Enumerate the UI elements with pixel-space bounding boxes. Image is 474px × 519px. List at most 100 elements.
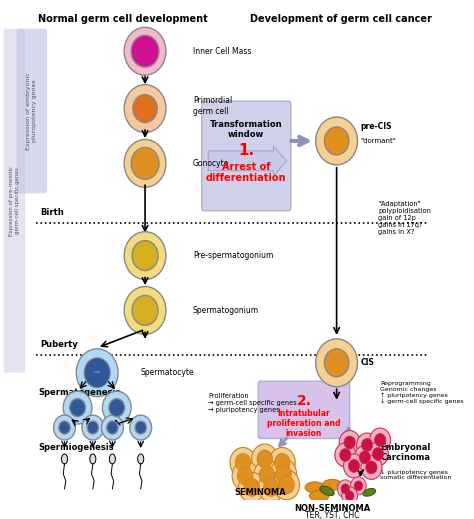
Text: ~: ~ [93,368,101,378]
Circle shape [259,466,275,484]
Ellipse shape [109,454,116,464]
Circle shape [130,415,152,440]
Text: SEMINOMA: SEMINOMA [235,488,286,497]
Text: Spermiogenesis: Spermiogenesis [38,443,114,452]
Circle shape [254,460,280,490]
Circle shape [351,477,366,495]
Circle shape [269,447,295,477]
Circle shape [271,459,297,489]
Circle shape [84,358,110,388]
Text: Birth: Birth [41,208,64,217]
Circle shape [131,35,159,67]
Circle shape [367,442,388,466]
Circle shape [252,444,278,474]
Text: Development of germ cell cancer: Development of germ cell cancer [250,14,432,24]
Circle shape [337,480,353,498]
Ellipse shape [305,482,325,493]
Circle shape [82,415,104,440]
Circle shape [356,433,377,457]
Text: ↓ pluripotency genes
somatic differentiation: ↓ pluripotency genes somatic differentia… [380,469,452,481]
Text: Gonocyte: Gonocyte [193,159,229,168]
Circle shape [372,447,383,460]
Circle shape [109,399,125,417]
Text: Expression of embryonic
pluropotency genes: Expression of embryonic pluropotency gen… [27,72,37,150]
Circle shape [124,140,166,187]
Text: Pre-spermatogonium: Pre-spermatogonium [193,251,273,260]
Circle shape [366,461,377,474]
Circle shape [324,349,349,377]
Circle shape [76,349,118,397]
Circle shape [316,339,357,387]
FancyBboxPatch shape [258,381,350,439]
FancyBboxPatch shape [4,29,25,373]
Text: NON-SEMINOMA: NON-SEMINOMA [294,504,370,513]
Circle shape [374,433,386,446]
Ellipse shape [62,454,68,464]
Text: Normal germ cell development: Normal germ cell development [38,14,208,24]
Circle shape [346,491,354,501]
Circle shape [237,467,253,485]
Circle shape [87,421,99,434]
Circle shape [232,461,258,491]
Circle shape [132,241,158,270]
Circle shape [339,431,360,455]
Circle shape [124,286,166,334]
Circle shape [264,479,279,496]
FancyBboxPatch shape [201,101,291,211]
Circle shape [63,391,92,424]
Text: Primordial
germ cell: Primordial germ cell [193,97,232,116]
Circle shape [124,231,166,280]
Circle shape [101,415,123,440]
Text: 1.: 1. [238,143,254,158]
Text: "dormant": "dormant" [361,139,396,144]
Text: Arrest of
differentiation: Arrest of differentiation [206,161,286,183]
Ellipse shape [310,490,329,501]
Text: Proliferation
→ germ-cell specific genes
→ pluripotency genes: Proliferation → germ-cell specific genes… [208,393,297,413]
Circle shape [273,470,300,500]
Circle shape [276,465,292,483]
Circle shape [340,448,351,461]
Text: Spermatogenesis: Spermatogenesis [38,388,121,397]
Circle shape [132,295,158,325]
Circle shape [131,147,159,180]
Circle shape [235,454,251,471]
Ellipse shape [322,480,342,490]
FancyBboxPatch shape [17,29,47,193]
Text: pre-CIS: pre-CIS [361,122,392,131]
Circle shape [102,391,131,424]
Circle shape [133,94,157,122]
Circle shape [258,472,284,502]
Circle shape [324,127,349,155]
Circle shape [355,445,375,469]
Circle shape [361,456,382,480]
Text: TER, YST, CHC: TER, YST, CHC [305,511,359,519]
Circle shape [342,487,357,505]
Text: Inner Cell Mass: Inner Cell Mass [193,47,251,56]
Text: Puberty: Puberty [41,340,78,349]
Text: Transformation
window: Transformation window [210,120,283,140]
Circle shape [370,428,391,452]
Text: Expression of pre-meiotic
germ-cell specific genes: Expression of pre-meiotic germ-cell spec… [9,166,20,236]
Circle shape [54,415,75,440]
Circle shape [107,421,118,434]
Text: Reprogramming
Genomic changes
↑ pluripotency genes
↓ germ-cell specific genes: Reprogramming Genomic changes ↑ pluripot… [380,381,464,404]
Circle shape [335,443,356,467]
Circle shape [344,436,356,449]
FancyArrow shape [208,146,287,176]
Circle shape [279,476,294,494]
Text: Embryonal
Carcinoma: Embryonal Carcinoma [380,443,430,462]
Circle shape [244,479,260,496]
Circle shape [59,421,70,434]
Ellipse shape [90,454,96,464]
Ellipse shape [137,454,144,464]
Circle shape [316,117,357,165]
Circle shape [359,451,371,464]
Circle shape [274,454,290,471]
Text: Intratubular
proliferation and
invasion: Intratubular proliferation and invasion [267,408,341,439]
Ellipse shape [320,486,334,496]
Text: Spermatogonium: Spermatogonium [193,306,259,315]
Circle shape [354,481,363,491]
Circle shape [124,85,166,132]
Text: 2.: 2. [296,393,311,407]
Circle shape [348,459,360,472]
